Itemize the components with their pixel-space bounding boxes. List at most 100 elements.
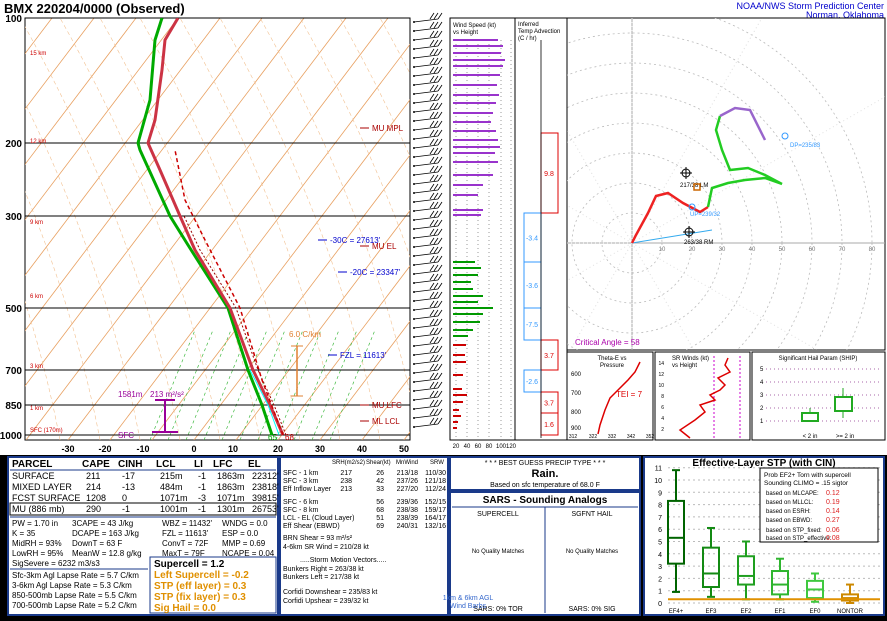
kin-cell: 239/36 bbox=[397, 499, 419, 506]
barb-base bbox=[413, 129, 415, 131]
barb-base bbox=[413, 183, 415, 185]
storm-motion: Bunkers Left = 217/38 kt bbox=[283, 574, 359, 581]
hodo-spoke bbox=[631, 18, 763, 244]
skewt-frame bbox=[24, 17, 411, 441]
barb-staff bbox=[413, 387, 439, 392]
barb bbox=[437, 255, 443, 263]
index: FZL = 11613' bbox=[162, 529, 209, 538]
barb bbox=[429, 300, 435, 308]
barb bbox=[429, 336, 435, 344]
mixing-ratio bbox=[239, 329, 286, 440]
kin-cell: 213 bbox=[340, 486, 352, 493]
parcel-cell: -1 bbox=[122, 504, 130, 514]
barb bbox=[429, 93, 435, 101]
barb-staff bbox=[413, 378, 439, 383]
ring-label: 70 bbox=[839, 247, 846, 253]
barb bbox=[429, 237, 435, 245]
corfidi: Corfidi Upshear = 239/32 kt bbox=[283, 598, 368, 605]
barb bbox=[429, 48, 435, 56]
parcel-cell: MU (886 mb) bbox=[12, 504, 65, 514]
kin-cell: Eff Shear (EBWD) bbox=[283, 523, 340, 530]
barb-base bbox=[413, 147, 415, 149]
dry-adiabat bbox=[25, 300, 61, 440]
barb-staff bbox=[413, 324, 439, 329]
parcel-cell: 0 bbox=[122, 493, 127, 503]
kin-cell: 238/38 bbox=[397, 507, 419, 514]
sr-ytick: 4 bbox=[661, 416, 664, 422]
barb bbox=[429, 30, 435, 38]
index: ESP = 0.0 bbox=[222, 529, 259, 538]
parcel-cell: FCST SURFACE bbox=[12, 493, 80, 503]
barb-base bbox=[413, 426, 415, 428]
barb bbox=[433, 363, 439, 371]
dp-label: DP=235/83 bbox=[790, 143, 821, 149]
barb-staff bbox=[413, 90, 439, 95]
hodo-trace-mid bbox=[706, 115, 783, 208]
pressure-label: 500 bbox=[5, 304, 22, 315]
barb bbox=[437, 282, 443, 290]
temp-label: 40 bbox=[357, 444, 367, 454]
prob-label: based on STP_effective: bbox=[766, 536, 832, 542]
barb bbox=[437, 309, 443, 317]
stp-ytick: 9 bbox=[658, 490, 662, 497]
barb bbox=[429, 129, 435, 137]
isotherm bbox=[25, 18, 95, 110]
parcel-cell: 1071m bbox=[217, 493, 245, 503]
barb-staff bbox=[413, 153, 439, 158]
barb bbox=[437, 84, 443, 92]
temp-label: 10 bbox=[228, 444, 238, 454]
sars-result: SARS: 0% TOR bbox=[473, 606, 523, 613]
barb bbox=[433, 372, 439, 380]
barb bbox=[429, 318, 435, 326]
parcel-cell: -1 bbox=[198, 471, 206, 481]
hodo-trace-high bbox=[719, 106, 767, 141]
mu-highlight bbox=[9, 502, 277, 516]
hodo-spoke bbox=[631, 96, 885, 244]
parcel-cell: 214 bbox=[86, 482, 101, 492]
barb bbox=[437, 372, 443, 380]
barb bbox=[433, 48, 439, 56]
dry-adiabat bbox=[99, 18, 261, 440]
barb bbox=[433, 30, 439, 38]
barb bbox=[433, 327, 439, 335]
parcel-cell: 26753' bbox=[252, 504, 279, 514]
ship-box bbox=[801, 412, 819, 422]
panel-layer bbox=[25, 18, 410, 440]
mixing-ratio bbox=[185, 329, 232, 440]
barb-staff bbox=[413, 108, 439, 113]
sars-matches: No Quality Matches bbox=[472, 549, 524, 555]
barb bbox=[433, 138, 439, 146]
barb-staff bbox=[413, 81, 439, 86]
barb bbox=[437, 201, 443, 209]
panel-layer: 10 20 30 40 50 60 70 80 bbox=[567, 18, 885, 350]
barb bbox=[429, 201, 435, 209]
parcel-cell: 23818' bbox=[252, 482, 279, 492]
kin-cell: 159/17 bbox=[425, 507, 447, 514]
kin-cell: 112/24 bbox=[425, 486, 446, 493]
kinematic-box bbox=[279, 456, 449, 616]
barb bbox=[429, 75, 435, 83]
barb bbox=[437, 174, 443, 182]
barb bbox=[429, 111, 435, 119]
pressure-label: 700 bbox=[5, 366, 22, 377]
barb-base bbox=[413, 327, 415, 329]
barb-base bbox=[413, 417, 415, 419]
barb bbox=[429, 372, 435, 380]
barb bbox=[429, 228, 435, 236]
center-name: NOAA/NWS Storm Prediction Center bbox=[736, 1, 884, 11]
barb-staff bbox=[413, 252, 439, 257]
barb-base bbox=[413, 309, 415, 311]
parcel-cell: 1071m bbox=[160, 493, 188, 503]
theta-title: Pressure bbox=[600, 363, 625, 369]
index: MMP = 0.69 bbox=[222, 539, 266, 548]
theta-ytick: 600 bbox=[571, 372, 582, 378]
barb bbox=[433, 210, 439, 218]
barb-note: Wind Barbs bbox=[450, 603, 487, 610]
barb bbox=[433, 57, 439, 65]
stp-ytick: 3 bbox=[658, 564, 662, 571]
index: WNDG = 0.0 bbox=[222, 519, 268, 528]
barb bbox=[437, 327, 443, 335]
prob-label: based on EBWD: bbox=[766, 518, 812, 524]
